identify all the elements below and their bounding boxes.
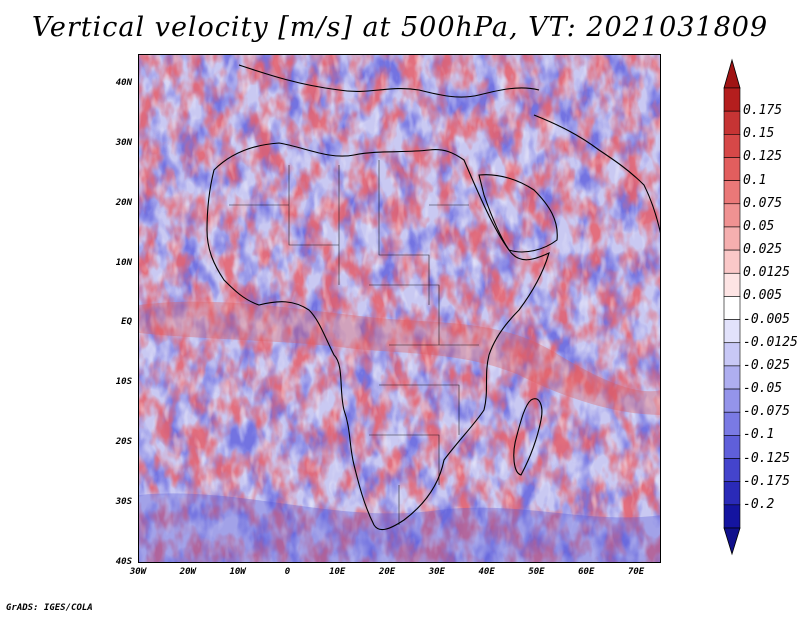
colorbar-bottom-arrow [723, 527, 741, 556]
near-zero-field [139, 55, 660, 562]
colorbar [723, 58, 741, 556]
colorbar-level-label: 0.05 [743, 218, 775, 234]
colorbar-swatch [723, 388, 741, 413]
colorbar-swatch [723, 249, 741, 274]
colorbar-level-label: 0.025 [743, 242, 783, 258]
colorbar-swatch [723, 481, 741, 506]
colorbar-swatch [723, 180, 741, 205]
europe-coastline [238, 64, 540, 98]
border-lines [229, 160, 479, 525]
colorbar-swatch [723, 110, 741, 135]
x-tick-label: 40E [478, 567, 495, 577]
colorbar-swatch [723, 157, 741, 181]
africa-coastline [206, 142, 550, 531]
colorbar-level-label: 0.0125 [743, 265, 790, 281]
y-tick-label: 40N [115, 77, 132, 88]
colorbar-level-label: 0.125 [743, 149, 783, 165]
colorbar-swatch [723, 272, 741, 297]
x-tick-label: 70E [627, 567, 645, 577]
itcz-ascent-band [139, 301, 660, 415]
madagascar-coastline [513, 398, 543, 476]
x-tick-label: 50E [528, 567, 545, 577]
colorbar-swatch [723, 458, 741, 482]
coastlines [206, 64, 660, 531]
colorbar-swatch [723, 435, 741, 459]
velocity-map-panel [138, 54, 661, 563]
colorbar-level-label: -0.05 [743, 381, 783, 397]
y-tick-label: 10S [115, 377, 132, 388]
colorbar-swatch [723, 411, 741, 436]
colorbar-top-arrow [723, 58, 741, 89]
x-tick-label: 20E [378, 567, 396, 577]
colorbar-level-label: -0.2 [743, 496, 775, 512]
velocity-field-map [139, 55, 660, 562]
colorbar-swatch [723, 504, 741, 529]
footer-credit: GrADS: IGES/COLA [6, 603, 93, 613]
y-tick-label: 40S [115, 557, 132, 567]
x-tick-label: 20W [179, 567, 196, 577]
colorbar-level-label: -0.1 [743, 427, 775, 443]
colorbar-level-label: 0.175 [743, 103, 783, 119]
colorbar-swatch [723, 87, 741, 112]
x-tick-label: 0 [284, 567, 291, 577]
x-tick-label: 30W [129, 567, 147, 577]
colorbar-swatch [723, 296, 741, 320]
y-tick-label: EQ [121, 317, 132, 328]
colorbar-swatch [723, 319, 741, 344]
y-tick-label: 20S [115, 437, 132, 448]
southern-subsidence-region [139, 493, 660, 562]
colorbar-level-label: 0.005 [743, 288, 783, 304]
y-tick-label: 10N [115, 257, 132, 268]
y-tick-label: 30S [115, 497, 132, 508]
colorbar-level-label: 0.075 [743, 195, 783, 211]
colorbar-swatch [723, 342, 741, 367]
colorbar-swatch [723, 134, 741, 158]
x-tick-label: 30E [428, 567, 445, 577]
x-tick-label: 60E [578, 567, 595, 577]
x-tick-label: 10E [329, 567, 346, 577]
arabia-coastline [478, 174, 558, 253]
colorbar-level-label: 0.15 [743, 126, 775, 142]
colorbar-swatch [723, 226, 741, 251]
colorbar-level-label: -0.005 [743, 311, 790, 327]
country-borders [229, 160, 479, 525]
colorbar-swatch [723, 365, 741, 390]
colorbar-level-label: 0.1 [743, 172, 767, 188]
colorbar-level-label: -0.0125 [743, 334, 798, 350]
asia-coastline [533, 114, 660, 234]
colorbar-level-label: -0.125 [743, 450, 790, 466]
x-tick-label: 10W [229, 567, 246, 577]
colorbar-level-label: -0.075 [743, 404, 790, 420]
y-tick-label: 30N [115, 137, 132, 148]
colorbar-swatch [723, 203, 741, 228]
y-tick-label: 20N [115, 197, 132, 208]
map-title: Vertical velocity [m/s] at 500hPa, VT: 2… [31, 12, 769, 43]
colorbar-level-label: -0.175 [743, 473, 790, 489]
colorbar-level-label: -0.025 [743, 357, 790, 373]
